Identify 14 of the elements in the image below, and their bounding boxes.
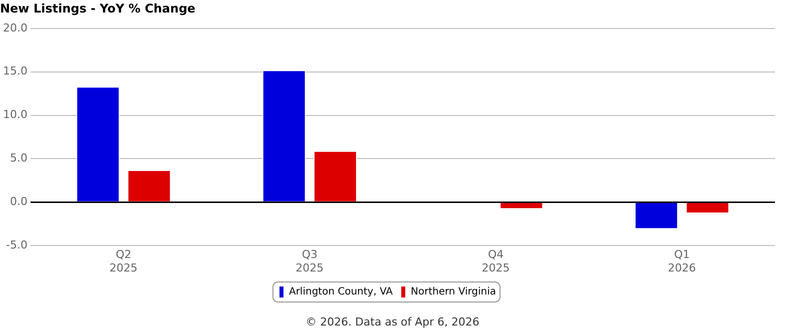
- y-tick-label: 15.0: [2, 64, 28, 78]
- y-tick-label: 10.0: [2, 108, 28, 122]
- y-tick-label: 20.0: [2, 21, 28, 34]
- y-tick-label: 5.0: [10, 152, 28, 165]
- x-tick-label: Q2 2025: [110, 248, 138, 274]
- y-tick-label: -5.0: [6, 238, 28, 252]
- y-tick-label: 0.0: [10, 195, 28, 208]
- legend-label: Northern Virginia: [410, 286, 496, 298]
- chart-title: New Listings - YoY % Change: [0, 1, 196, 16]
- x-tick-label: Q3 2025: [296, 248, 324, 274]
- x-tick-label: Q1 2026: [668, 248, 696, 274]
- x-tick-label: Q4 2025: [482, 248, 510, 274]
- text: © 2026. Data as of Apr 6, 2026: [306, 315, 480, 328]
- legend-label: Arlington County, VA: [288, 286, 393, 298]
